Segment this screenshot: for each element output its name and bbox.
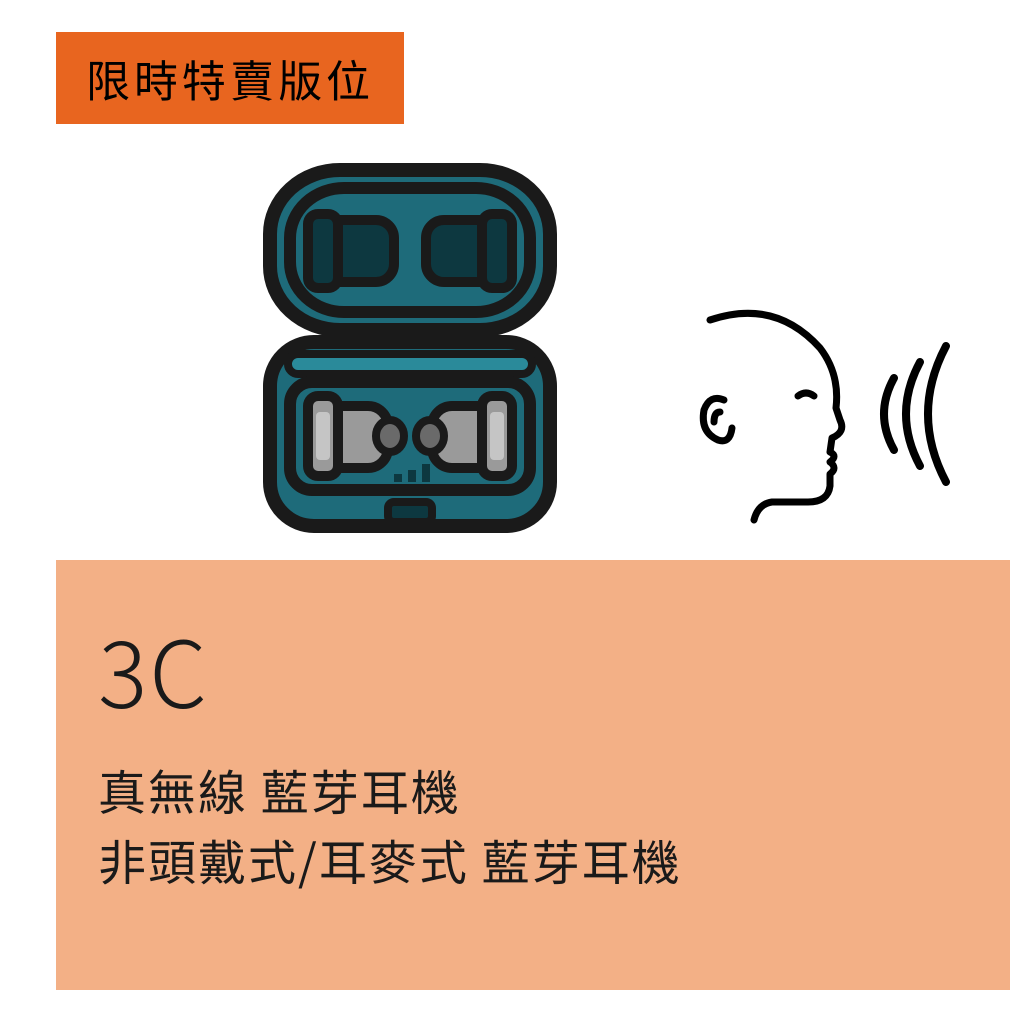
head-sound-icon: [680, 300, 970, 535]
earbuds-case-icon: [230, 150, 590, 555]
promo-banner-text: 限時特賣版位: [86, 46, 374, 110]
promo-banner: 限時特賣版位: [56, 32, 404, 124]
info-line-1: 真無線 藍芽耳機: [98, 755, 968, 825]
info-line-2: 非頭戴式/耳麥式 藍芽耳機: [98, 825, 968, 895]
illustration-area: [0, 150, 1024, 550]
info-panel: 3C 真無線 藍芽耳機 非頭戴式/耳麥式 藍芽耳機: [56, 560, 1010, 990]
info-category-title: 3C: [98, 602, 968, 735]
